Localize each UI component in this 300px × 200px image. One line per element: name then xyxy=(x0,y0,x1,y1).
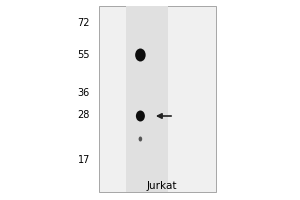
Ellipse shape xyxy=(136,110,145,121)
Text: 55: 55 xyxy=(77,50,90,60)
Text: 17: 17 xyxy=(78,155,90,165)
Text: Jurkat: Jurkat xyxy=(147,181,177,191)
Text: 36: 36 xyxy=(78,88,90,98)
Text: 72: 72 xyxy=(77,18,90,28)
Bar xyxy=(99,6,216,192)
Ellipse shape xyxy=(139,136,142,142)
Ellipse shape xyxy=(135,48,146,62)
Bar xyxy=(126,6,168,192)
Text: 28: 28 xyxy=(78,110,90,120)
